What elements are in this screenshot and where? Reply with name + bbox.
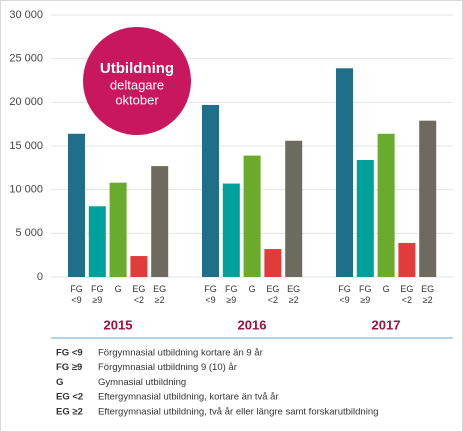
legend-abbr: FG ≥9 [56,362,82,373]
legend-desc: Eftergymnasial utbildning, kortare än tv… [98,392,279,403]
bar [264,249,282,277]
bar [243,155,261,277]
bar [336,68,353,277]
group-label: 2015 [104,317,133,332]
x-tick-label: G [114,284,122,294]
bar [285,140,303,277]
legend-desc: Gymnasial utbildning [98,377,186,388]
legend-abbr: EG ≥2 [56,406,83,417]
y-tick-label: 30 000 [9,9,43,21]
x-tick-label: G [248,284,256,294]
legend-abbr: FG <9 [56,348,83,359]
y-tick-label: 10 000 [9,184,43,196]
y-tick-label: 20 000 [9,96,43,108]
bar [377,133,395,277]
bar [88,206,106,277]
legend-desc: Eftergymnasial utbildning, två år eller … [98,406,378,417]
bar [202,104,219,277]
y-tick-label: 25 000 [9,53,43,65]
x-tick-label: EG ≥2 [287,284,301,305]
badge-line: deltagare [110,77,164,92]
x-tick-label: EG <2 [132,284,146,305]
x-tick-label: FG ≥9 [91,284,104,305]
y-tick-label: 5 000 [15,227,43,239]
x-tick-label: EG <2 [266,284,280,305]
y-tick-label: 0 [37,271,43,283]
bar [151,166,169,277]
x-tick-label: EG <2 [400,284,414,305]
bar [130,256,148,277]
group-label: 2017 [372,317,401,332]
x-tick-label: FG ≥9 [359,284,372,305]
x-tick-label: EG ≥2 [153,284,167,305]
bar [419,120,437,277]
legend-desc: Förgymnasial utbildning kortare än 9 år [98,348,263,359]
badge-title: Utbildning [100,60,174,77]
badge-line: oktober [115,92,159,107]
legend-abbr: EG <2 [56,392,83,403]
bar [68,133,85,277]
legend-abbr: G [56,377,63,388]
x-tick-label: FG <9 [70,284,83,305]
x-tick-label: FG ≥9 [225,284,238,305]
x-tick-label: FG <9 [338,284,351,305]
bar [109,182,127,277]
x-tick-label: G [382,284,390,294]
x-tick-label: EG ≥2 [421,284,435,305]
group-label: 2016 [238,317,267,332]
x-tick-label: FG <9 [204,284,217,305]
y-tick-label: 15 000 [9,140,43,152]
bar [398,242,416,277]
legend-desc: Förgymnasial utbildning 9 (10) år [98,362,237,373]
bar [356,159,374,277]
bar [222,183,240,277]
badge [83,27,191,135]
